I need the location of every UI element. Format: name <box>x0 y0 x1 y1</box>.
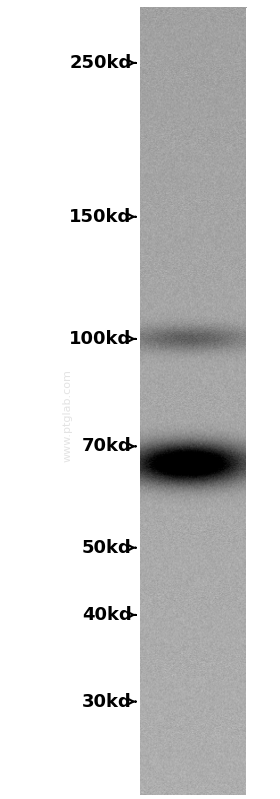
Text: www.ptglab.com: www.ptglab.com <box>62 369 72 462</box>
Text: 40kd: 40kd <box>82 606 132 624</box>
Text: 50kd: 50kd <box>82 539 132 557</box>
Bar <box>246 8 280 795</box>
Text: 30kd: 30kd <box>82 693 132 710</box>
Text: 70kd: 70kd <box>82 437 132 455</box>
Text: 150kd: 150kd <box>69 208 132 226</box>
Text: 100kd: 100kd <box>69 330 132 348</box>
Text: 250kd: 250kd <box>69 54 132 72</box>
